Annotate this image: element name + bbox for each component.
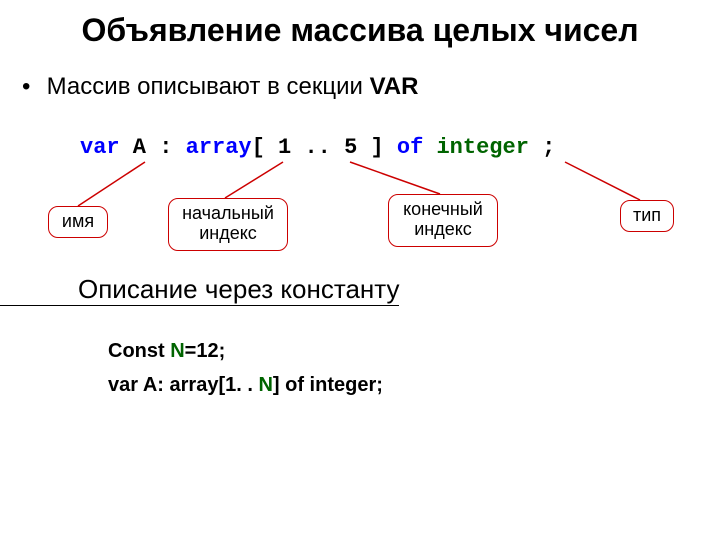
const-declaration-block: Const N=12; var A: array[1. . N] of inte…	[0, 306, 720, 402]
const-line2-a: var A: array[1. .	[108, 374, 258, 396]
const-line2-c: ] of integer;	[273, 374, 383, 396]
callout-type: тип	[620, 200, 674, 233]
code-name: A	[120, 135, 160, 160]
callout-start-index: начальный индекс	[168, 198, 288, 251]
const-line1-c: =12;	[185, 340, 226, 362]
kw-var: var	[80, 135, 120, 160]
callout-arrows	[0, 160, 720, 270]
code-close: ]	[357, 135, 397, 160]
callout-end-index: конечный индекс	[388, 194, 498, 247]
code-open: [	[252, 135, 278, 160]
code-semi: ;	[529, 135, 555, 160]
subheading-const: Описание через константу	[0, 270, 399, 306]
const-line-1: Const N=12;	[108, 334, 720, 368]
bullet-dot: •	[22, 73, 40, 101]
code-type: integer	[436, 135, 528, 160]
code-colon: :	[159, 135, 185, 160]
code-sp	[423, 135, 436, 160]
callout-row: имя начальный индекс конечный индекс тип	[0, 160, 720, 270]
const-line1-n: N	[170, 340, 184, 362]
bullet-text: Массив описывают в секции	[47, 73, 370, 100]
const-line-2: var A: array[1. . N] of integer;	[108, 368, 720, 402]
bullet-line: • Массив описывают в секции VAR	[0, 55, 720, 101]
kw-of: of	[397, 135, 423, 160]
bullet-bold: VAR	[370, 73, 419, 100]
code-lo: 1	[278, 135, 291, 160]
const-line2-n: N	[258, 374, 272, 396]
callout-name: имя	[48, 206, 108, 239]
code-hi: 5	[344, 135, 357, 160]
array-declaration-code: var A : array[ 1 .. 5 ] of integer ;	[0, 101, 720, 160]
slide-title: Объявление массива целых чисел	[0, 0, 720, 55]
const-line1-a: Const	[108, 340, 170, 362]
code-dots: ..	[291, 135, 344, 160]
kw-array: array	[186, 135, 252, 160]
